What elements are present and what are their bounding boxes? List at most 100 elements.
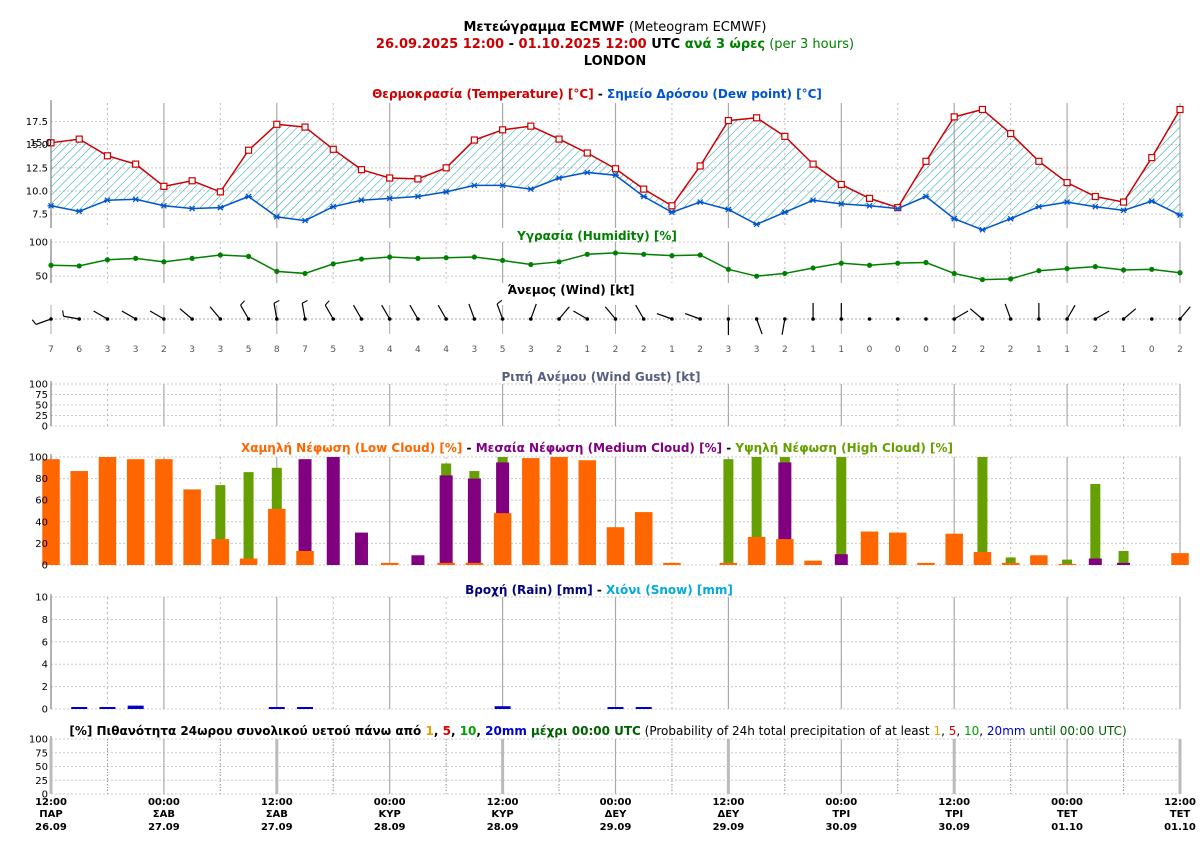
- wind-barb-staff: [530, 303, 537, 320]
- dewpoint-star-d2: [245, 193, 252, 200]
- rain-bar: [494, 706, 511, 709]
- precip-tick-label: 8: [42, 615, 48, 626]
- medium-cloud-title: Μεσαία Νέφωση (Medium Cloud) [%]: [476, 441, 722, 455]
- wind-barb-staff: [604, 306, 616, 320]
- wind-barb-staff: [149, 310, 165, 320]
- temperature-point: [837, 180, 845, 189]
- dewpoint-title-label: Σημείο Δρόσου (Dew point) [°C]: [607, 87, 822, 101]
- temperature-point: [527, 122, 535, 130]
- temperature-point: [442, 164, 450, 172]
- precip-panel-title: Βροχή (Rain) [mm] - Χιόνι (Snow) [mm]: [465, 583, 733, 597]
- wind-barb-staff: [496, 303, 504, 320]
- dewpoint-star-d2: [104, 197, 111, 204]
- title-start-date: 26.09.2025 12:00: [376, 37, 504, 52]
- temp-tick-label: 7.5: [32, 210, 48, 221]
- temp-tick-label: 17.5: [26, 117, 48, 128]
- dewpoint-point: [499, 182, 507, 189]
- wind-barb-dot: [924, 317, 928, 321]
- dewpoint-star-d2: [951, 215, 958, 222]
- x-label-day: ΔΕΥ: [605, 809, 628, 820]
- prob-en-threshold-10: 10: [964, 724, 979, 738]
- temperature-point: [301, 123, 309, 131]
- dewpoint-star-d2: [1177, 212, 1183, 218]
- wind-speed-label: 2: [613, 345, 619, 355]
- dewpoint-star-d2: [499, 182, 506, 189]
- prob-tick-label: 100: [29, 735, 48, 746]
- humidity-point: [387, 254, 393, 260]
- temperature-point: [47, 139, 55, 147]
- high-cloud-bar: [243, 472, 254, 565]
- rain-bar: [635, 707, 652, 709]
- dewpoint-point: [1063, 199, 1071, 206]
- prob-comma-3: ,: [476, 724, 485, 738]
- dewpoint-point: [753, 221, 761, 228]
- precip-tick-label: 6: [42, 637, 48, 648]
- x-label-day: ΤΕΤ: [1170, 809, 1191, 820]
- title-bold: Μετεώγραμμα ECMWF: [463, 20, 624, 35]
- dewpoint-star-d2: [838, 200, 845, 207]
- low-cloud-bar: [578, 460, 597, 565]
- medium-cloud-bar: [411, 555, 425, 565]
- low-cloud-bar: [465, 562, 484, 565]
- wind-barb-staff: [781, 318, 786, 335]
- temperature-point: [357, 166, 366, 174]
- wind-speed-label: 0: [867, 345, 873, 355]
- low-cloud-bar: [1171, 553, 1189, 565]
- cloud-panel-title: Χαμηλή Νέφωση (Low Cloud) [%] - Μεσαία Ν…: [241, 441, 953, 455]
- humidity-point: [189, 255, 195, 261]
- gust-tick-label: 50: [35, 401, 48, 412]
- dewpoint-star-d2: [894, 205, 901, 212]
- x-label-day: ΠΑΡ: [39, 809, 62, 820]
- low-cloud-bar: [239, 558, 258, 565]
- dewpoint-star-d2: [612, 172, 619, 179]
- temperature-point: [132, 160, 140, 168]
- dewpoint-star-d2: [217, 204, 224, 211]
- x-label-date: 01.10: [1051, 822, 1083, 833]
- dewpoint-point: [668, 209, 676, 216]
- x-label-day: ΣΑΒ: [266, 809, 288, 820]
- wind-barb-staff: [756, 318, 763, 335]
- temperature-point: [273, 120, 281, 128]
- medium-cloud-bar: [1088, 558, 1102, 565]
- temperature-point: [894, 204, 902, 212]
- wind-barb-dot: [895, 317, 900, 321]
- wind-barb-staff: [573, 310, 588, 320]
- x-label-time: 00:00: [600, 797, 632, 808]
- low-cloud-bar: [98, 457, 117, 565]
- prob-title-part-4: until 00:00 UTC): [1026, 724, 1127, 738]
- dewpoint-point: [386, 195, 394, 202]
- low-cloud-bar: [917, 562, 935, 565]
- wind-barb-staff: [240, 304, 250, 320]
- title-line-1: Μετεώγραμμα ECMWF (Meteogram ECMWF): [463, 20, 766, 35]
- prob-threshold-5: 5: [443, 724, 451, 738]
- dewpoint-star-d2: [273, 213, 280, 220]
- precip-tick-label: 0: [42, 705, 48, 716]
- low-cloud-bar: [776, 539, 794, 565]
- wind-barb-staff: [1004, 303, 1012, 320]
- temperature-point: [611, 165, 620, 173]
- wind-barb-staff: [468, 303, 475, 320]
- x-label-date: 30.09: [825, 822, 857, 833]
- x-label-time: 12:00: [261, 797, 293, 808]
- dewpoint-star-d2: [923, 193, 929, 200]
- cloud-tick-label: 60: [35, 496, 48, 507]
- wind-barb-staff: [324, 304, 334, 320]
- dewpoint-star-d2: [132, 196, 139, 203]
- gust-tick-label: 100: [29, 380, 48, 391]
- dewpoint-star-d2: [414, 193, 421, 200]
- humidity-point: [471, 254, 477, 260]
- dewpoint-point: [1007, 215, 1015, 222]
- dewpoint-star-d2: [697, 199, 704, 206]
- x-label-time: 12:00: [35, 797, 67, 808]
- title-step-rest: (per 3 hours): [765, 37, 854, 52]
- x-label-date: 30.09: [938, 822, 970, 833]
- humidity-point: [866, 262, 873, 268]
- low-cloud-bar: [155, 459, 173, 565]
- temperature-point: [1063, 179, 1071, 187]
- dewpoint-star-d2: [640, 193, 647, 200]
- humidity-point: [302, 270, 308, 277]
- dewpoint-star-d2: [302, 217, 308, 224]
- temperature-point: [1091, 192, 1099, 201]
- prob-en-comma-3: ,: [979, 724, 987, 738]
- cloud-title-sep-1: -: [462, 441, 475, 455]
